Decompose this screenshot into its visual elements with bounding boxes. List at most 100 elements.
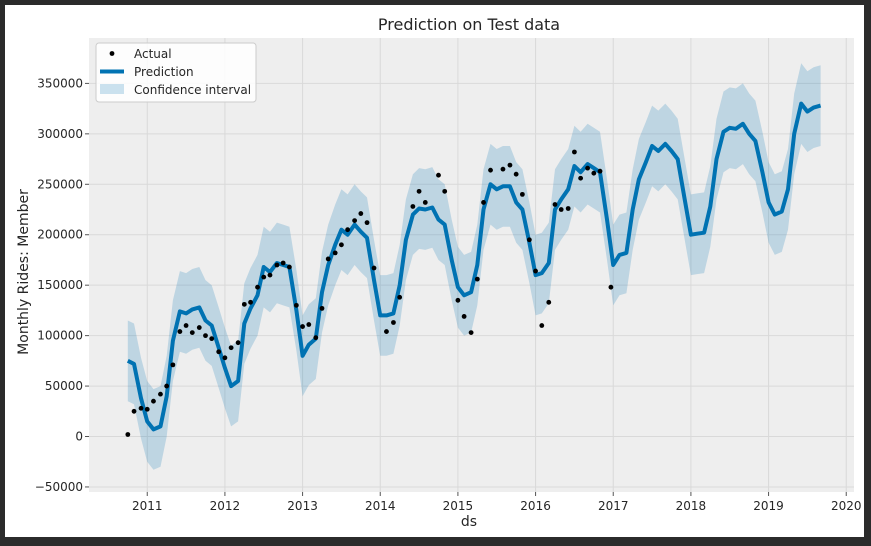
actual-point	[293, 302, 299, 308]
actual-point	[183, 323, 189, 328]
actual-point	[519, 191, 525, 197]
actual-point	[332, 250, 338, 256]
actual-point	[222, 355, 228, 361]
legend-actual-label: Actual	[134, 47, 172, 61]
y-tick-label: 100000	[37, 329, 83, 343]
y-tick-label: 350000	[37, 76, 83, 90]
actual-point	[313, 335, 319, 341]
x-tick-label: 2018	[676, 499, 707, 513]
actual-point	[461, 314, 467, 319]
chart-title: Prediction on Test data	[378, 15, 560, 34]
actual-point	[468, 330, 474, 335]
actual-point	[196, 325, 202, 330]
x-tick-label: 2016	[520, 499, 551, 513]
actual-point	[138, 405, 144, 411]
actual-point	[300, 324, 305, 329]
actual-point	[274, 262, 280, 268]
legend-box	[95, 42, 257, 103]
actual-point	[436, 172, 441, 178]
actual-point	[170, 362, 176, 368]
actual-point	[481, 200, 486, 205]
actual-point	[397, 294, 403, 300]
actual-point	[325, 256, 331, 262]
actual-point	[591, 170, 597, 176]
x-tick-label: 2020	[831, 499, 862, 513]
actual-point	[261, 274, 267, 280]
legend-actual-marker	[109, 51, 115, 56]
actual-point	[358, 211, 364, 216]
actual-point	[248, 299, 253, 305]
y-tick-label: 250000	[37, 177, 83, 191]
actual-point	[455, 297, 461, 303]
x-tick-label: 2017	[598, 499, 629, 513]
actual-point	[364, 220, 370, 226]
x-axis-label: ds	[461, 514, 477, 530]
y-axis-ticks: −50000 0 50000 100000 150000 200000 250000 3000…	[35, 76, 89, 494]
actual-point	[286, 264, 292, 270]
actual-point	[228, 345, 234, 351]
actual-point	[345, 227, 351, 233]
actual-point	[189, 330, 195, 335]
legend-interval-label: Confidence interval	[134, 83, 251, 97]
actual-point	[578, 175, 584, 181]
actual-point	[488, 167, 493, 173]
actual-point	[507, 162, 513, 168]
actual-point	[151, 398, 156, 404]
actual-point	[585, 165, 591, 171]
x-tick-label: 2015	[443, 499, 474, 513]
y-tick-label: 50000	[45, 379, 83, 393]
y-tick-label: 0	[75, 430, 83, 444]
x-tick-label: 2012	[210, 499, 241, 513]
actual-point	[203, 333, 208, 339]
actual-point	[280, 260, 286, 266]
actual-point	[422, 200, 428, 205]
legend-prediction-label: Prediction	[134, 65, 194, 79]
actual-point	[216, 349, 222, 355]
actual-point	[391, 320, 396, 325]
actual-point	[384, 329, 389, 334]
actual-point	[513, 171, 519, 177]
actual-point	[608, 284, 614, 290]
actual-point	[339, 242, 344, 248]
y-axis-label: Monthly Rides: Member	[16, 189, 32, 355]
legend-interval-swatch	[100, 84, 124, 94]
actual-point	[552, 202, 558, 207]
legend: Actual Prediction Confidence interval	[95, 42, 257, 103]
actual-point	[255, 284, 260, 290]
actual-point	[267, 272, 273, 278]
plot-background	[89, 38, 854, 492]
actual-point	[526, 237, 532, 243]
actual-point	[533, 268, 538, 274]
y-tick-label: 150000	[37, 278, 83, 292]
actual-point	[158, 391, 163, 397]
actual-point	[410, 204, 416, 209]
actual-point	[597, 168, 603, 174]
actual-point	[125, 432, 131, 437]
actual-point	[177, 329, 183, 334]
actual-point	[306, 322, 312, 327]
y-tick-label: −50000	[35, 480, 83, 494]
y-tick-label: 300000	[37, 127, 83, 141]
x-tick-label: 2013	[287, 499, 318, 513]
x-tick-label: 2019	[753, 499, 784, 513]
chart-svg: 2011 2012 2013 2014 2015 2016 2017 2018 2019 2020…	[16, 15, 862, 530]
actual-point	[235, 340, 241, 346]
actual-point	[474, 276, 480, 282]
actual-point	[131, 408, 137, 414]
x-tick-label: 2014	[365, 499, 396, 513]
actual-point	[539, 323, 545, 328]
y-tick-label: 200000	[37, 228, 83, 242]
actual-points	[125, 149, 614, 437]
actual-point	[572, 149, 577, 155]
actual-point	[209, 336, 215, 342]
actual-point	[565, 206, 571, 211]
actual-point	[241, 301, 247, 307]
actual-point	[442, 188, 448, 194]
figure-frame: 2011 2012 2013 2014 2015 2016 2017 2018 2019 2020…	[5, 5, 864, 537]
actual-point	[164, 383, 170, 389]
prediction-line	[126, 101, 822, 432]
confidence-interval-band	[127, 63, 821, 470]
x-tick-label: 2011	[132, 499, 163, 513]
actual-point	[352, 218, 358, 224]
actual-point	[371, 265, 377, 271]
